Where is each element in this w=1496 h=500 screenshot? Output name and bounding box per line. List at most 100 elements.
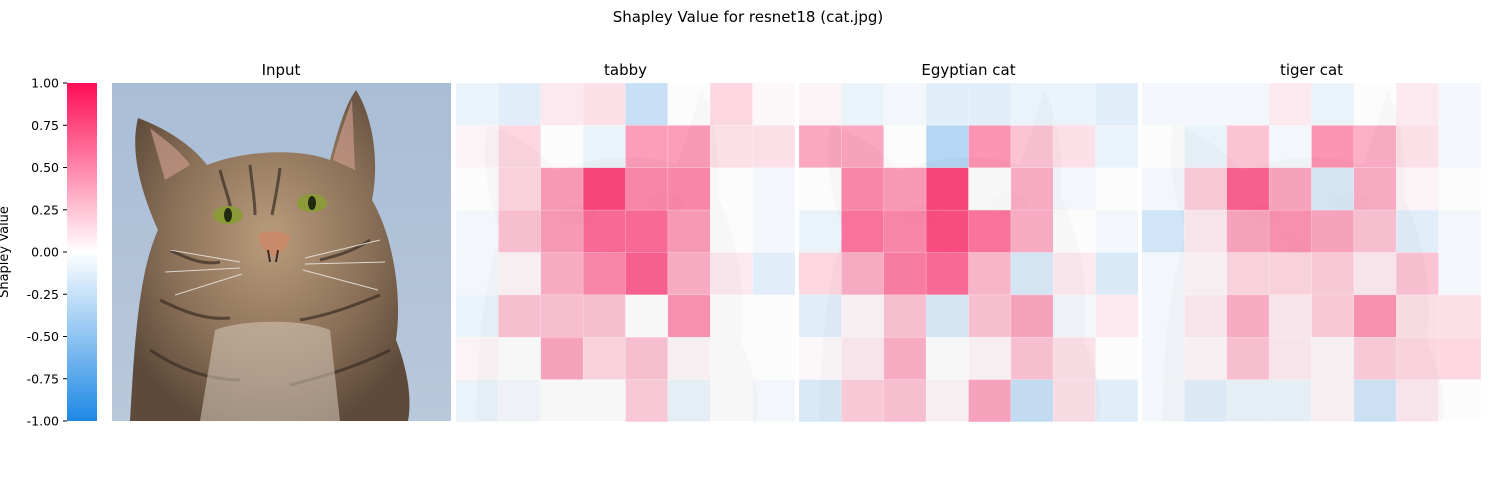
heatmap-cell (710, 125, 753, 169)
heatmap-cell (710, 379, 753, 423)
cat-photo (112, 83, 451, 421)
heatmap-cell (1226, 379, 1270, 423)
heatmap-cell (883, 125, 927, 169)
heatmap-cell (1141, 337, 1185, 380)
heatmap-cell (455, 82, 499, 126)
heatmap-cell (841, 209, 885, 253)
heatmap-panel-1: Egyptian cat (798, 61, 1139, 423)
heatmap-cell (1010, 337, 1054, 380)
heatmap-cell (710, 82, 753, 126)
heatmap-cell (540, 82, 584, 126)
heatmap-cell (710, 294, 753, 338)
heatmap-cell (1226, 167, 1270, 211)
heatmap-cell (1184, 294, 1228, 338)
colorbar-tick-label: 0.50 (31, 160, 59, 175)
heatmap-cell (968, 252, 1012, 296)
heatmap-cell (1268, 82, 1312, 126)
heatmap-cell (1396, 294, 1439, 338)
heatmap-cell (1010, 209, 1054, 253)
heatmap-cell (968, 337, 1012, 380)
heatmap-cell (1226, 125, 1270, 169)
heatmap-cell (667, 82, 711, 126)
heatmap-cell (540, 294, 584, 338)
colorbar-tick-label: 0.00 (31, 245, 59, 260)
heatmap-cell (925, 82, 969, 126)
heatmap-cell (540, 125, 584, 169)
colorbar-tick-label: 0.75 (31, 118, 59, 133)
heatmap-cell (1053, 379, 1096, 423)
heatmap-cell (540, 337, 584, 380)
heatmap-cell (1010, 252, 1054, 296)
heatmap-cell (1353, 379, 1397, 423)
heatmap-cell (1184, 379, 1228, 423)
heatmap-cell (1268, 294, 1312, 338)
heatmap-cell (540, 167, 584, 211)
heatmap-cell (1053, 294, 1096, 338)
heatmap-cell (455, 379, 499, 423)
heatmap-cell (883, 82, 927, 126)
heatmap-cell (841, 252, 885, 296)
heatmap-cell (1353, 294, 1397, 338)
heatmap-cell (925, 125, 969, 169)
heatmap-cell (1438, 167, 1482, 211)
colorbar-ticks: 1.00 0.75 0.50 0.25 0.00 -0.25 -0.50 -0.75 -1.00 (27, 76, 67, 429)
heatmap-panels: tabby Egyptian cat tiger cat (455, 61, 1482, 423)
heatmap-cell (1396, 82, 1439, 126)
heatmap-cell (1184, 167, 1228, 211)
heatmap-panel-title: tabby (604, 61, 647, 79)
heatmap-cell (1396, 252, 1439, 296)
heatmap-cell (498, 294, 542, 338)
heatmap-cell (582, 252, 626, 296)
heatmap-cell (1095, 379, 1139, 423)
heatmap-cell (1141, 294, 1185, 338)
heatmap-cell (455, 209, 499, 253)
heatmap-cell (498, 167, 542, 211)
heatmap-cell (841, 125, 885, 169)
heatmap-cell (667, 125, 711, 169)
heatmap-cell (883, 167, 927, 211)
heatmap-cell (455, 294, 499, 338)
heatmap-cell (625, 167, 669, 211)
heatmap-cell (968, 125, 1012, 169)
heatmap-cell (1053, 209, 1096, 253)
heatmap-cell (925, 337, 969, 380)
heatmap-cell (1396, 209, 1439, 253)
heatmap-cell (968, 167, 1012, 211)
heatmap-cell (1184, 337, 1228, 380)
heatmap-cell (455, 337, 499, 380)
heatmap-cell (1438, 294, 1482, 338)
heatmap-cell (1095, 209, 1139, 253)
colorbar-tick-label: -0.50 (27, 329, 59, 344)
heatmap-cell (1184, 252, 1228, 296)
heatmap-cell (582, 125, 626, 169)
heatmap-cell (841, 337, 885, 380)
heatmap-cell (455, 125, 499, 169)
heatmap-cell (1438, 82, 1482, 126)
heatmap-cell (798, 294, 842, 338)
heatmap-cell (1095, 337, 1139, 380)
heatmap-cell (925, 379, 969, 423)
heatmap-cell (1226, 337, 1270, 380)
heatmap-cell (1141, 209, 1185, 253)
heatmap-cell (498, 125, 542, 169)
colorbar-tick-label: -0.75 (27, 371, 59, 386)
heatmap-cell (498, 337, 542, 380)
heatmap-cell (883, 209, 927, 253)
heatmap-cell (667, 337, 711, 380)
heatmap-cell (798, 379, 842, 423)
heatmap-cell (1053, 337, 1096, 380)
heatmap-cell (752, 337, 796, 380)
heatmap-cell (667, 379, 711, 423)
heatmap-cell (1184, 209, 1228, 253)
heatmap-cell (1311, 209, 1355, 253)
heatmap-cell (1311, 379, 1355, 423)
heatmap-cell (667, 252, 711, 296)
heatmap-cell (925, 252, 969, 296)
colorbar-tick-label: -0.25 (27, 287, 59, 302)
heatmap-cell (582, 294, 626, 338)
heatmap-cell (1353, 252, 1397, 296)
heatmap-cell (883, 294, 927, 338)
heatmap-cell (625, 82, 669, 126)
heatmap-cell (1353, 209, 1397, 253)
